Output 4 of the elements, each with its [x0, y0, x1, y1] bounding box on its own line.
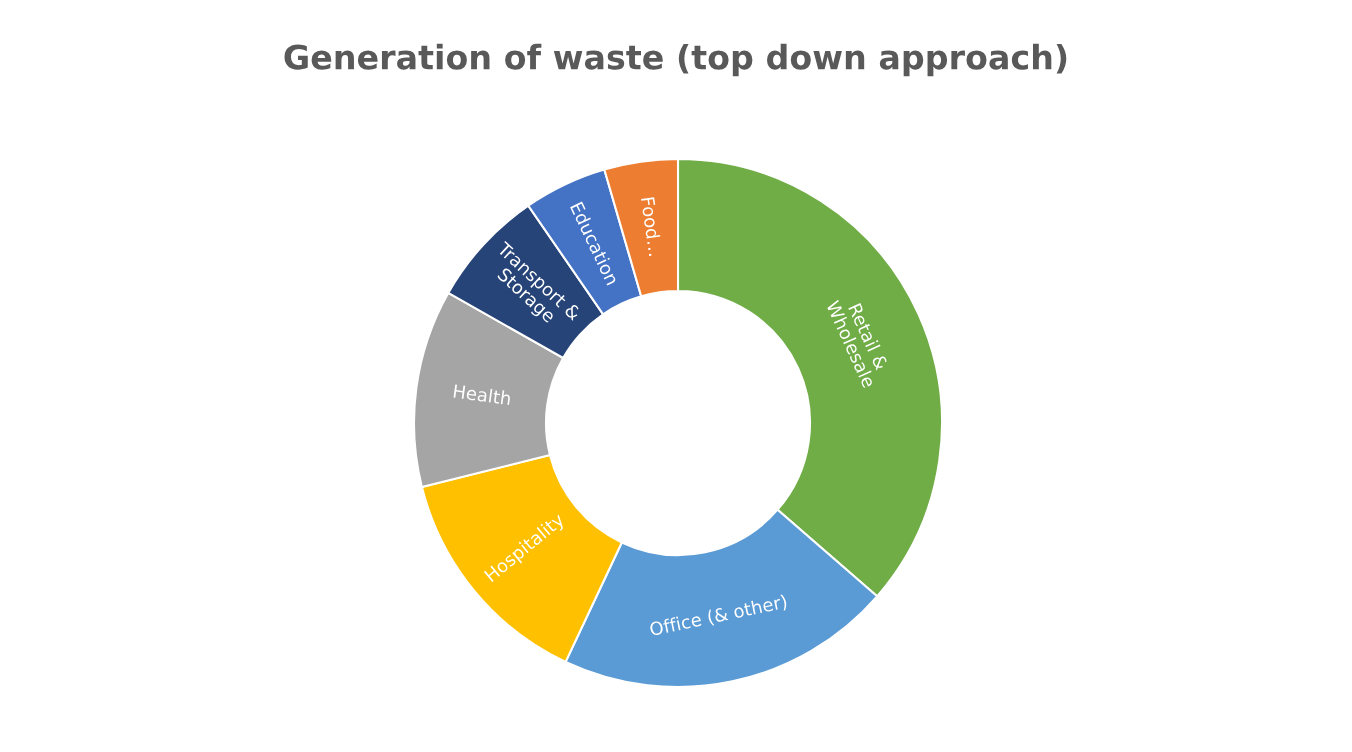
chart-title: Generation of waste (top down approach) — [284, 43, 1067, 77]
slice-label: Office (& other) — [649, 594, 788, 639]
slice-label: Health — [453, 383, 511, 406]
slice-label: Food… — [640, 197, 663, 257]
